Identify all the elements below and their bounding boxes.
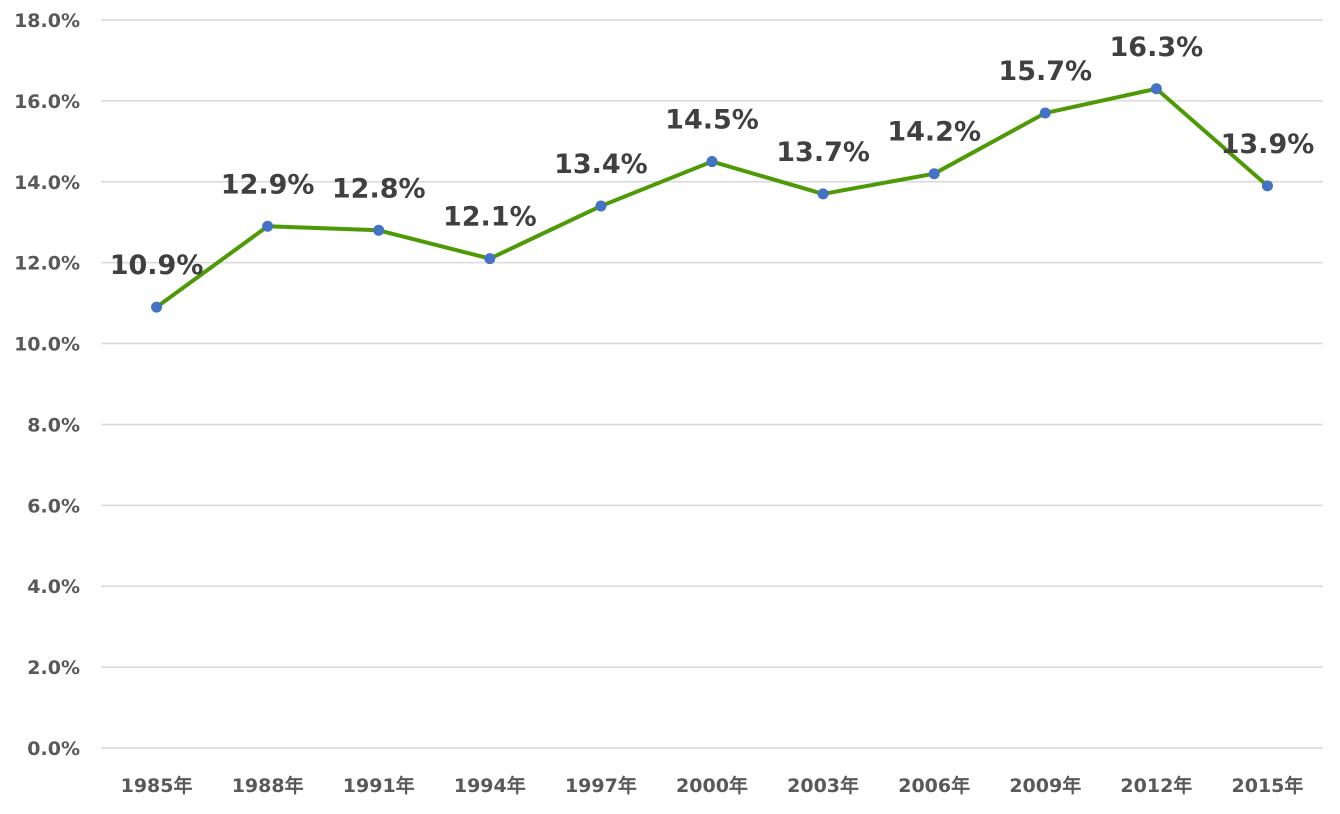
data-label: 13.9% bbox=[1221, 129, 1315, 160]
data-label: 10.9% bbox=[110, 250, 204, 281]
gridlines bbox=[101, 19, 1323, 749]
x-tick-label: 1991年 bbox=[343, 774, 415, 797]
data-point bbox=[706, 156, 718, 168]
data-point bbox=[484, 253, 496, 265]
y-tick-label: 6.0% bbox=[27, 495, 80, 517]
data-labels-layer: 10.9% 12.9% 12.8% 12.1% 13.4% 14.5% 13.7% 14.2%… bbox=[110, 32, 1315, 281]
data-label: 14.2% bbox=[887, 117, 981, 148]
data-label: 15.7% bbox=[998, 56, 1092, 87]
y-tick-label: 14.0% bbox=[14, 172, 80, 194]
data-point bbox=[595, 200, 607, 212]
x-tick-label: 1988年 bbox=[232, 774, 304, 797]
data-label: 13.4% bbox=[554, 149, 648, 180]
x-axis: 1985年 1988年 1991年 1994年 1997年 2000年 2003年 2006年… bbox=[121, 774, 1304, 797]
x-tick-label: 2006年 bbox=[898, 774, 970, 797]
y-tick-label: 10.0% bbox=[14, 334, 80, 356]
y-tick-label: 8.0% bbox=[27, 414, 80, 436]
x-tick-label: 2009年 bbox=[1009, 774, 1081, 797]
data-label: 14.5% bbox=[665, 105, 759, 136]
data-point bbox=[1039, 107, 1051, 119]
data-label: 12.9% bbox=[221, 169, 315, 200]
x-tick-label: 2015年 bbox=[1232, 774, 1304, 797]
x-tick-label: 1997年 bbox=[565, 774, 637, 797]
x-tick-label: 2003年 bbox=[787, 774, 859, 797]
data-point bbox=[262, 220, 274, 232]
data-point bbox=[1150, 83, 1162, 95]
y-tick-label: 12.0% bbox=[14, 253, 80, 275]
markers-layer bbox=[151, 83, 1273, 313]
data-label: 12.1% bbox=[443, 202, 537, 233]
y-axis: 0.0% 2.0% 4.0% 6.0% 8.0% 10.0% 12.0% 14.0% 16.0%… bbox=[14, 10, 80, 760]
data-label: 12.8% bbox=[332, 173, 426, 204]
y-tick-label: 4.0% bbox=[27, 576, 80, 598]
y-tick-label: 16.0% bbox=[14, 91, 80, 113]
data-point bbox=[151, 301, 163, 313]
y-tick-label: 18.0% bbox=[14, 10, 80, 32]
y-tick-label: 2.0% bbox=[27, 657, 80, 679]
data-point bbox=[928, 168, 940, 180]
x-tick-label: 1994年 bbox=[454, 774, 526, 797]
data-point bbox=[373, 224, 385, 236]
x-tick-label: 1985年 bbox=[121, 774, 193, 797]
data-point bbox=[817, 188, 829, 200]
data-label: 16.3% bbox=[1110, 32, 1204, 63]
x-tick-label: 2000年 bbox=[676, 774, 748, 797]
data-label: 13.7% bbox=[776, 137, 870, 168]
data-point bbox=[1261, 180, 1273, 192]
y-tick-label: 0.0% bbox=[27, 738, 80, 760]
x-tick-label: 2012年 bbox=[1120, 774, 1192, 797]
